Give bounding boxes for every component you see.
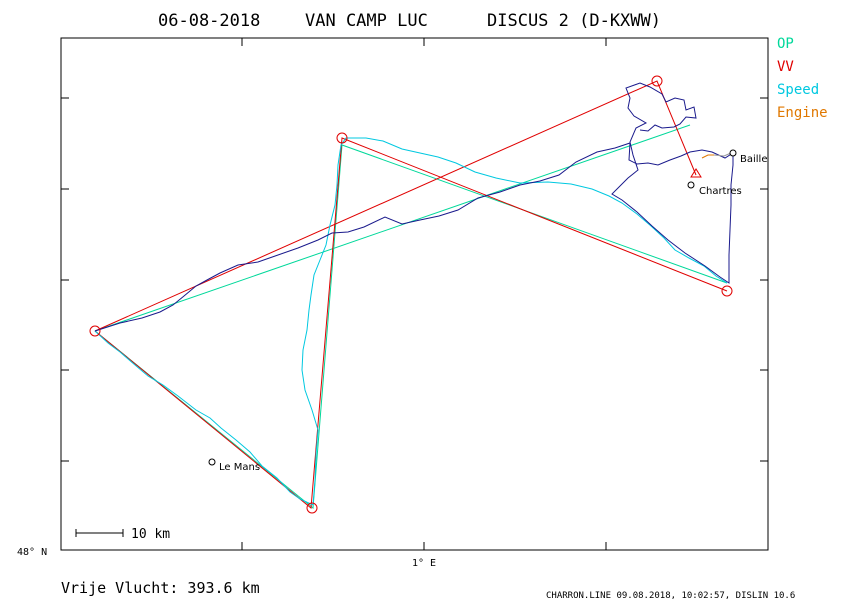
op-route-closing [94,124,691,332]
engine-track [701,154,714,159]
title-glider: DISCUS 2 (D-KXWW) [487,11,661,31]
place-baille: Baille [740,154,767,165]
turnpoint-east [721,285,733,297]
lat-label: 48° N [17,547,47,558]
op-route [94,144,728,509]
speed-track [94,137,728,506]
title-pilot: VAN CAMP LUC [305,11,428,31]
place-marker-chartres [687,181,695,189]
vv-route [94,137,728,509]
legend-vv: VV [777,59,794,75]
turnpoint-north-central [336,132,348,144]
legend-speed: Speed [777,82,819,98]
scale-bar [75,529,124,537]
finish-triangle [690,168,702,178]
map-frame [60,37,769,551]
turnpoint-northeast [651,75,663,87]
flight-track [94,82,734,332]
lon-label: 1° E [412,558,436,569]
vv-route-north [94,80,697,332]
axis-ticks [61,38,768,551]
turnpoint-markers [89,75,733,514]
title-date: 06-08-2018 [158,11,260,31]
legend-engine: Engine [777,105,828,121]
scale-label: 10 km [131,527,170,542]
legend-op: OP [777,36,794,52]
place-marker-le-mans [208,458,216,466]
footer-credit: CHARRON.LINE 09.08.2018, 10:02:57, DISLI… [546,591,795,601]
place-chartres: Chartres [699,186,742,197]
place-marker-baille [729,149,737,157]
distance-summary: Vrije Vlucht: 393.6 km [61,579,260,597]
turnpoint-south [306,502,318,514]
place-le-mans: Le Mans [219,462,260,473]
grey-track [713,152,732,157]
turnpoint-west [89,325,101,337]
